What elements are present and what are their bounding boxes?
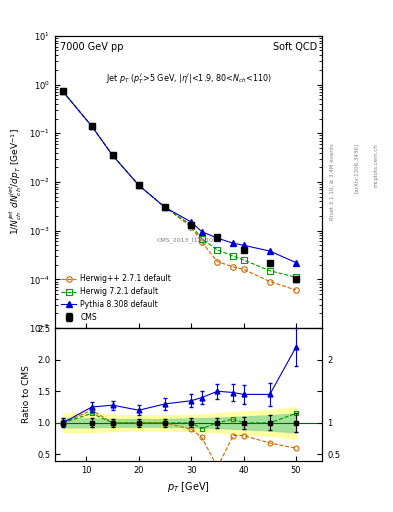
Herwig++ 2.7.1 default [189, 224, 194, 230]
Herwig++ 2.7.1 default [294, 287, 298, 293]
Herwig++ 2.7.1 default [61, 89, 65, 95]
Y-axis label: $1/N_{ch}^{jet}$ $dN_{ch}^{jet}/dp_T$ [GeV$^{-1}$]: $1/N_{ch}^{jet}$ $dN_{ch}^{jet}/dp_T$ [G… [7, 129, 24, 236]
Text: Rivet 3.1.10, ≥ 3.4M events: Rivet 3.1.10, ≥ 3.4M events [330, 143, 335, 220]
Herwig 7.2.1 default [215, 247, 220, 253]
Herwig 7.2.1 default [163, 204, 167, 210]
Line: Herwig 7.2.1 default: Herwig 7.2.1 default [60, 89, 299, 280]
Text: Soft QCD: Soft QCD [273, 41, 317, 52]
Herwig 7.2.1 default [241, 257, 246, 263]
Pythia 8.308 default [294, 260, 298, 266]
Herwig 7.2.1 default [199, 236, 204, 242]
Line: Pythia 8.308 default: Pythia 8.308 default [60, 89, 299, 265]
Text: [arXiv:1306.3436]: [arXiv:1306.3436] [354, 143, 359, 194]
Text: CMS_2013_I1261026: CMS_2013_I1261026 [156, 238, 221, 243]
Pythia 8.308 default [268, 248, 272, 254]
Pythia 8.308 default [89, 123, 94, 129]
Pythia 8.308 default [136, 182, 141, 188]
Herwig++ 2.7.1 default [268, 279, 272, 285]
X-axis label: $p_T$ [GeV]: $p_T$ [GeV] [167, 480, 210, 494]
Herwig 7.2.1 default [61, 89, 65, 95]
Herwig++ 2.7.1 default [163, 204, 167, 210]
Herwig++ 2.7.1 default [89, 123, 94, 129]
Text: mcplots.cern.ch: mcplots.cern.ch [373, 143, 378, 187]
Y-axis label: Ratio to CMS: Ratio to CMS [22, 366, 31, 423]
Herwig 7.2.1 default [231, 253, 235, 259]
Pythia 8.308 default [241, 242, 246, 248]
Herwig 7.2.1 default [294, 274, 298, 281]
Herwig 7.2.1 default [189, 222, 194, 228]
Herwig++ 2.7.1 default [241, 266, 246, 272]
Herwig++ 2.7.1 default [136, 182, 141, 188]
Legend: Herwig++ 2.7.1 default, Herwig 7.2.1 default, Pythia 8.308 default, CMS: Herwig++ 2.7.1 default, Herwig 7.2.1 def… [59, 272, 173, 324]
Pythia 8.308 default [215, 235, 220, 241]
Herwig++ 2.7.1 default [110, 153, 115, 159]
Pythia 8.308 default [110, 153, 115, 159]
Pythia 8.308 default [231, 240, 235, 246]
Text: 7000 GeV pp: 7000 GeV pp [61, 41, 124, 52]
Herwig 7.2.1 default [89, 123, 94, 129]
Herwig++ 2.7.1 default [231, 264, 235, 270]
Herwig++ 2.7.1 default [199, 239, 204, 245]
Herwig 7.2.1 default [268, 268, 272, 274]
Herwig++ 2.7.1 default [215, 259, 220, 265]
Pythia 8.308 default [163, 204, 167, 210]
Text: Jet $p_T$ ($p_T^l$>5 GeV, $|\eta^l|$<1.9, 80<$N_{ch}$<110): Jet $p_T$ ($p_T^l$>5 GeV, $|\eta^l|$<1.9… [106, 71, 272, 86]
Line: Herwig++ 2.7.1 default: Herwig++ 2.7.1 default [60, 89, 299, 293]
Pythia 8.308 default [61, 89, 65, 95]
Pythia 8.308 default [199, 229, 204, 235]
Herwig 7.2.1 default [110, 153, 115, 159]
Pythia 8.308 default [189, 219, 194, 225]
Herwig 7.2.1 default [136, 182, 141, 188]
